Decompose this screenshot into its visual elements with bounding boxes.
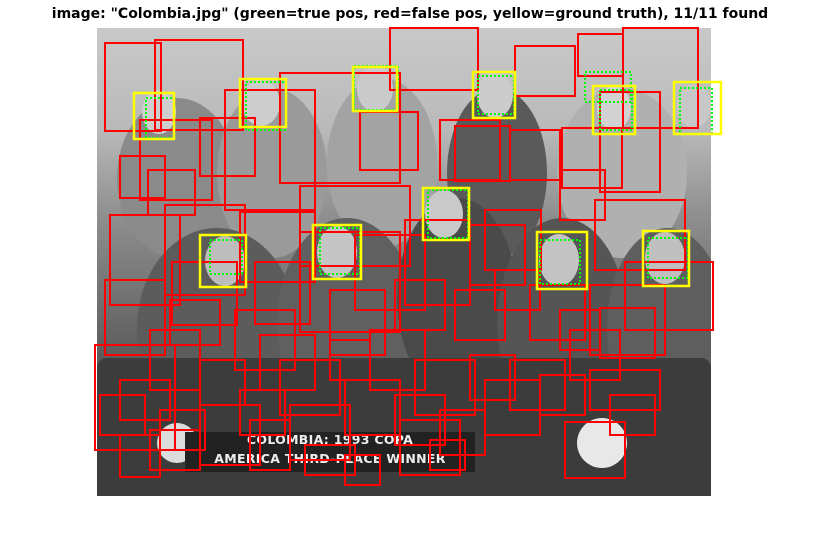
true-positive-box (209, 239, 243, 275)
ground-truth-box (311, 223, 363, 281)
false-positive-box (359, 111, 419, 171)
false-positive-box (354, 234, 426, 311)
ground-truth-box (421, 186, 471, 242)
false-positive-box (259, 334, 316, 391)
false-positive-box (594, 199, 686, 271)
false-positive-box (439, 119, 501, 181)
false-positive-box (254, 261, 311, 325)
true-positive-box (647, 237, 689, 279)
ground-truth-box (351, 65, 399, 113)
ground-truth-box (591, 84, 637, 136)
false-positive-box (199, 359, 246, 406)
false-positive-box (239, 211, 316, 283)
ground-truth-box (238, 77, 288, 129)
false-positive-box (599, 91, 661, 193)
false-positive-box (539, 374, 586, 416)
ground-truth-box (672, 80, 723, 136)
false-positive-box (149, 429, 201, 471)
false-positive-box (164, 204, 246, 296)
false-positive-box (249, 419, 291, 471)
true-positive-box (599, 89, 633, 131)
false-positive-box (439, 409, 486, 456)
true-positive-box (319, 227, 361, 275)
true-positive-box (539, 239, 581, 285)
false-positive-box (399, 419, 461, 476)
false-positive-box (109, 214, 181, 306)
false-positive-box (561, 127, 623, 189)
false-positive-box (404, 219, 471, 306)
false-positive-box (139, 119, 213, 201)
false-positive-box (279, 359, 341, 416)
false-positive-box (119, 155, 166, 199)
false-positive-box (454, 289, 506, 341)
ground-truth-box (132, 91, 176, 141)
false-positive-box (171, 261, 238, 326)
false-positive-box (429, 439, 466, 471)
ground-truth-box (198, 233, 248, 289)
true-positive-box (477, 75, 515, 115)
false-positive-box (469, 224, 526, 286)
false-positive-box (469, 354, 516, 401)
false-positive-box (577, 33, 624, 77)
false-positive-box (199, 117, 256, 177)
false-positive-box (94, 344, 176, 451)
ground-truth-box (641, 229, 691, 288)
false-positive-box (484, 209, 542, 271)
false-positive-box (624, 261, 714, 331)
false-positive-box (169, 299, 221, 346)
false-positive-box (147, 169, 196, 216)
false-positive-box (609, 394, 656, 436)
ground-truth-box (535, 230, 589, 291)
caption-line-2: AMERICA THIRD-PLACE WINNER (214, 451, 446, 466)
false-positive-box (344, 379, 401, 436)
false-positive-box (234, 309, 296, 371)
false-positive-box (569, 329, 621, 381)
false-positive-box (514, 45, 576, 97)
false-positive-box (484, 379, 541, 436)
false-positive-box (589, 369, 661, 411)
false-positive-box (239, 389, 286, 436)
false-positive-box (509, 359, 566, 411)
figure-title: image: "Colombia.jpg" (green=true pos, r… (51, 6, 769, 22)
true-positive-box (427, 189, 469, 239)
false-positive-box (509, 129, 561, 181)
false-positive-box (529, 284, 586, 341)
false-positive-box (389, 27, 479, 91)
false-positive-box (99, 394, 146, 436)
false-positive-box (589, 284, 666, 356)
false-positive-box (304, 444, 356, 476)
false-positive-box (224, 89, 316, 211)
false-positive-box (564, 421, 626, 479)
ground-truth-box (471, 70, 517, 120)
false-positive-box (104, 279, 166, 356)
false-positive-box (559, 169, 606, 221)
false-positive-box (599, 307, 656, 359)
false-positive-box (454, 125, 511, 182)
false-positive-box (329, 289, 386, 356)
false-positive-box (344, 454, 381, 486)
false-positive-box (154, 39, 244, 131)
